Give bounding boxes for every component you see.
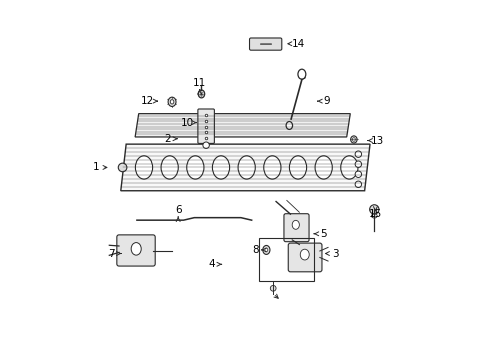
- Ellipse shape: [135, 156, 152, 179]
- Text: 4: 4: [208, 259, 215, 269]
- Ellipse shape: [212, 156, 229, 179]
- Ellipse shape: [186, 156, 203, 179]
- Text: 14: 14: [291, 39, 305, 49]
- Ellipse shape: [170, 100, 174, 104]
- Circle shape: [354, 171, 361, 177]
- Text: 10: 10: [180, 118, 193, 128]
- Text: 6: 6: [175, 206, 181, 216]
- Ellipse shape: [264, 248, 267, 252]
- Ellipse shape: [198, 90, 204, 98]
- Ellipse shape: [131, 243, 141, 255]
- Ellipse shape: [352, 138, 355, 141]
- Ellipse shape: [292, 220, 299, 229]
- Text: 3: 3: [332, 248, 339, 258]
- Ellipse shape: [289, 156, 306, 179]
- Text: 1: 1: [92, 162, 99, 172]
- Text: 5: 5: [320, 229, 326, 239]
- Text: 12: 12: [141, 96, 154, 106]
- Circle shape: [354, 181, 361, 188]
- FancyBboxPatch shape: [117, 235, 155, 266]
- Polygon shape: [121, 144, 369, 191]
- Polygon shape: [135, 114, 349, 137]
- Circle shape: [354, 151, 361, 157]
- FancyBboxPatch shape: [198, 109, 214, 143]
- Ellipse shape: [161, 156, 178, 179]
- Circle shape: [118, 163, 126, 172]
- Circle shape: [203, 142, 209, 148]
- Text: 13: 13: [370, 136, 383, 145]
- Ellipse shape: [350, 136, 356, 143]
- Ellipse shape: [297, 69, 305, 79]
- Ellipse shape: [314, 156, 332, 179]
- FancyBboxPatch shape: [287, 243, 321, 272]
- Circle shape: [354, 161, 361, 167]
- Text: 7: 7: [108, 248, 115, 258]
- Bar: [258, 238, 314, 281]
- FancyBboxPatch shape: [249, 38, 281, 50]
- Ellipse shape: [263, 156, 281, 179]
- Ellipse shape: [300, 249, 308, 260]
- Text: 2: 2: [164, 134, 170, 144]
- Ellipse shape: [168, 97, 176, 107]
- Text: 9: 9: [323, 96, 329, 106]
- Circle shape: [369, 205, 378, 214]
- Ellipse shape: [285, 122, 292, 130]
- Text: 15: 15: [368, 209, 381, 219]
- Ellipse shape: [340, 156, 357, 179]
- Text: 8: 8: [251, 245, 258, 255]
- Ellipse shape: [262, 246, 269, 255]
- FancyBboxPatch shape: [284, 214, 308, 242]
- Ellipse shape: [238, 156, 255, 179]
- Circle shape: [270, 285, 276, 291]
- Text: 11: 11: [193, 78, 206, 88]
